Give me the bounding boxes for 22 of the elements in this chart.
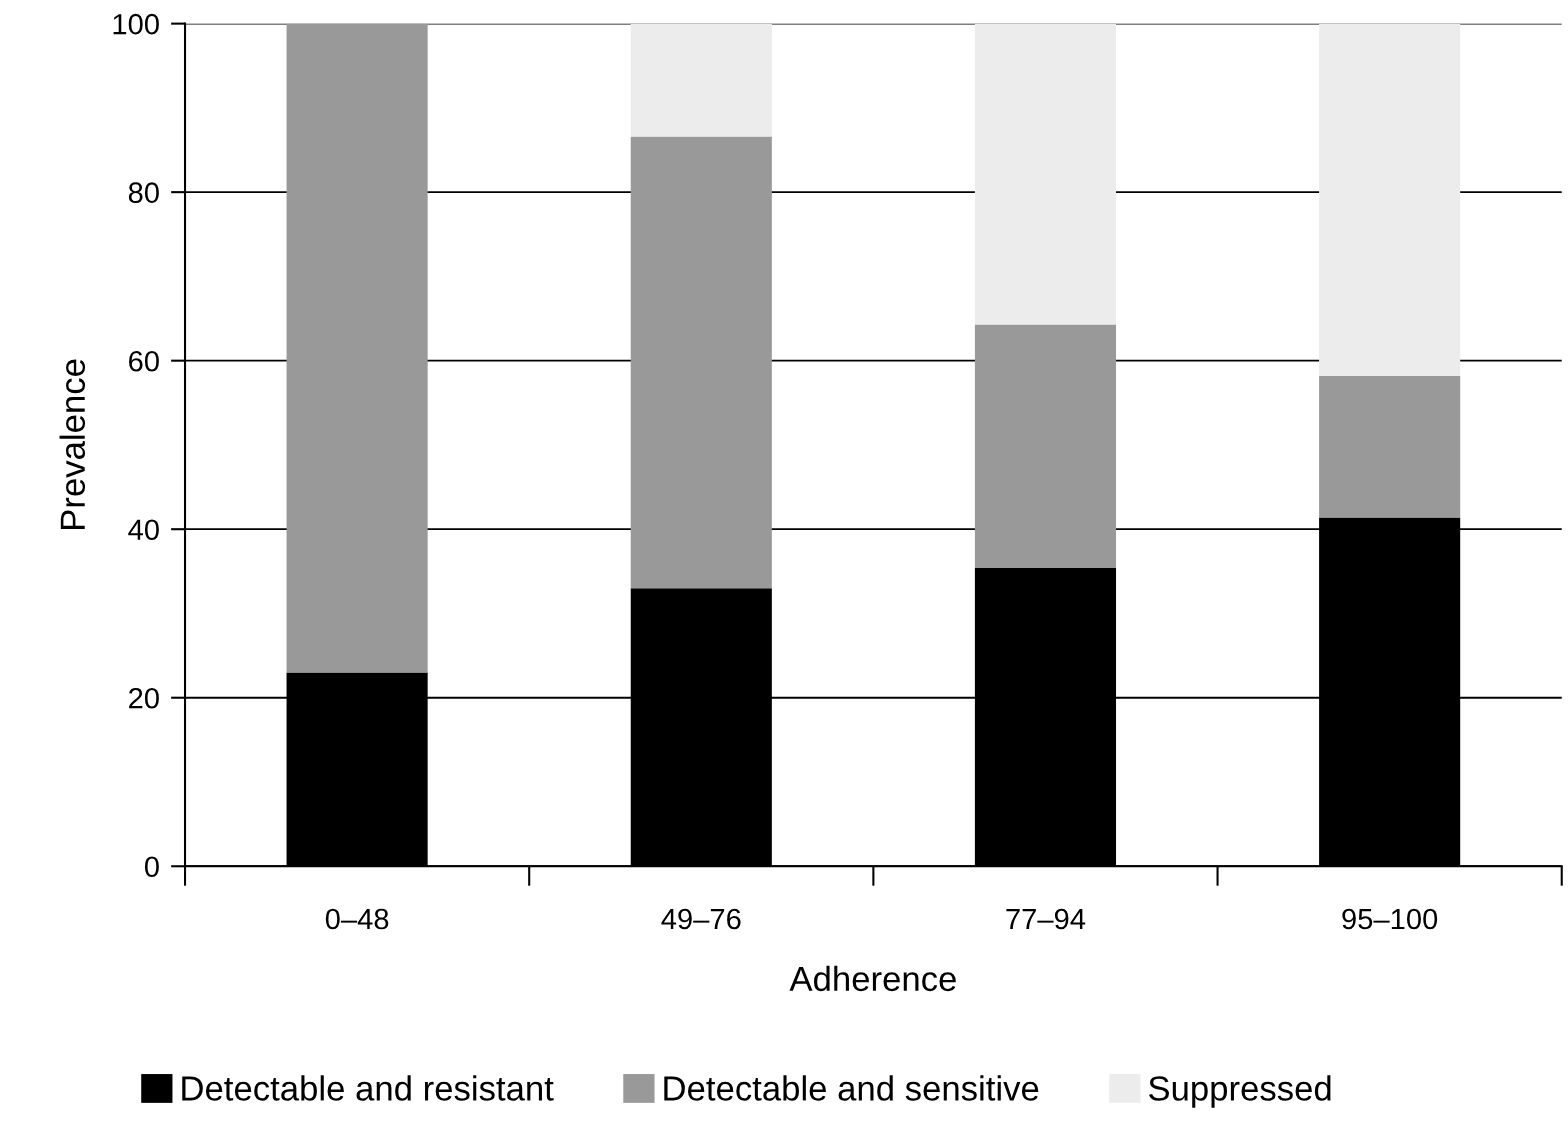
bar: [630, 136, 772, 589]
x-tick-label: 49–76: [661, 908, 741, 930]
y-tick-label: 60: [129, 350, 159, 372]
bar: [1319, 23, 1461, 376]
bar: [286, 23, 428, 673]
y-axis-title: Prevalence: [59, 359, 86, 529]
legend-label: Detectable and resistant: [182, 1075, 554, 1101]
y-tick-label: 100: [113, 13, 159, 35]
legend-label: Suppressed: [1148, 1075, 1331, 1108]
x-axis-title: Adherence: [789, 965, 956, 992]
legend-label: Detectable and sensitive: [664, 1075, 1039, 1101]
bar: [630, 23, 772, 137]
x-tick-label: 95–100: [1342, 908, 1438, 930]
bar: [1319, 375, 1461, 518]
x-tick-label: 0–48: [325, 908, 389, 930]
bar: [974, 324, 1117, 568]
y-tick-label: 0: [144, 856, 159, 878]
y-tick-label: 80: [128, 182, 159, 204]
bar: [974, 23, 1117, 325]
y-tick-label: 20: [129, 687, 159, 709]
y-tick-label: 40: [128, 519, 159, 541]
x-tick-label: 77–94: [1006, 908, 1086, 930]
